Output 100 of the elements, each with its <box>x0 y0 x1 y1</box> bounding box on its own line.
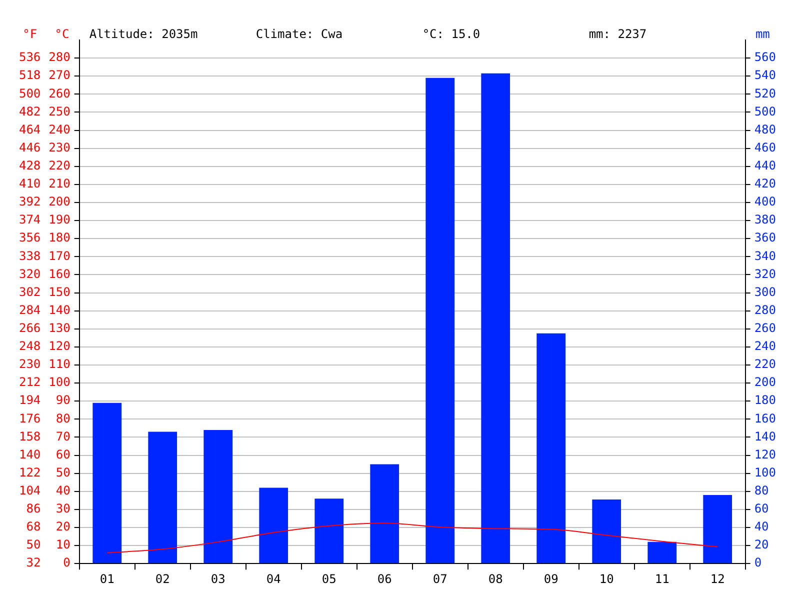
y2-tick-label: 80 <box>754 484 769 498</box>
y-axis-title: °C <box>54 27 70 42</box>
bar <box>426 78 455 564</box>
y3-tick-label: 482 <box>18 104 41 118</box>
y2-tick-label: 0 <box>754 556 762 570</box>
y3-tick-label: 284 <box>18 302 41 317</box>
y-tick-label: 130 <box>48 321 70 336</box>
y2-tick-label: 440 <box>754 158 776 173</box>
y3-tick-label: 248 <box>18 339 41 354</box>
y2-axis-title: mm <box>755 27 770 42</box>
x-tick-label: 12 <box>710 572 725 586</box>
bar <box>314 498 344 564</box>
y-tick-label: 70 <box>56 429 70 444</box>
y-tick-label: 160 <box>48 266 70 281</box>
y2-tick-label: 500 <box>754 104 776 118</box>
y-tick-label: 20 <box>56 520 70 534</box>
y-tick-label: 40 <box>56 484 70 498</box>
y2-tick-label: 60 <box>754 502 769 516</box>
x-tick-label: 02 <box>155 572 170 586</box>
y3-tick-label: 392 <box>18 194 41 209</box>
y2-tick-label: 380 <box>754 212 776 227</box>
x-tick-label: 11 <box>654 572 670 586</box>
y-tick-label: 10 <box>56 538 70 552</box>
y-tick-label: 50 <box>56 465 70 480</box>
y-tick-label: 150 <box>48 284 70 299</box>
y-tick-label: 0 <box>63 556 70 570</box>
x-tick-label: 03 <box>210 572 226 586</box>
annotation: °C: 15.0 <box>422 27 480 42</box>
y-tick-label: 210 <box>48 176 70 191</box>
y3-tick-label: 230 <box>18 357 41 372</box>
y-tick-label: 30 <box>56 502 70 516</box>
y3-tick-label: 518 <box>18 68 41 82</box>
y3-tick-label: 428 <box>18 158 41 173</box>
y3-tick-label: 158 <box>18 429 41 444</box>
y3-tick-label: 356 <box>18 230 41 245</box>
y3-tick-label: 338 <box>18 248 41 263</box>
y3-tick-label: 464 <box>18 122 41 136</box>
y2-tick-label: 340 <box>754 248 776 263</box>
y2-tick-label: 20 <box>754 538 769 552</box>
bar <box>259 488 288 564</box>
y2-tick-label: 140 <box>754 429 776 444</box>
y3-tick-label: 374 <box>18 212 41 227</box>
y2-tick-label: 480 <box>754 122 776 136</box>
y3-tick-label: 50 <box>26 538 41 552</box>
bar <box>92 402 122 564</box>
annotation: Altitude: 2035m <box>89 27 198 42</box>
y3-axis-title: °F <box>22 27 38 42</box>
line-series <box>106 522 718 554</box>
y3-tick-label: 410 <box>18 176 41 191</box>
y2-tick-label: 100 <box>754 465 776 480</box>
y-tick-label: 120 <box>48 339 70 354</box>
bar <box>204 430 233 564</box>
y-tick-label: 260 <box>48 86 70 100</box>
x-tick-label: 08 <box>488 572 503 586</box>
y3-tick-label: 266 <box>18 321 41 336</box>
y-tick-label: 100 <box>48 375 70 390</box>
x-tick-label: 10 <box>599 572 614 586</box>
y2-tick-label: 180 <box>754 393 776 408</box>
x-tick-label: 05 <box>322 572 336 586</box>
y2-tick-label: 320 <box>754 266 776 281</box>
y3-tick-label: 86 <box>26 502 41 516</box>
y-tick-label: 90 <box>56 393 70 408</box>
y3-tick-label: 320 <box>18 266 41 281</box>
y2-tick-label: 560 <box>754 50 776 64</box>
y2-tick-label: 300 <box>754 284 776 299</box>
y2-tick-label: 160 <box>754 411 776 426</box>
y3-tick-label: 536 <box>18 50 41 64</box>
y2-tick-label: 460 <box>754 140 776 154</box>
x-tick-label: 06 <box>377 572 392 586</box>
y-tick-label: 250 <box>48 104 70 118</box>
y3-tick-label: 302 <box>18 284 41 299</box>
y-tick-label: 240 <box>48 122 70 136</box>
y3-tick-label: 194 <box>18 393 41 408</box>
y2-tick-label: 280 <box>754 302 776 317</box>
y3-tick-label: 68 <box>26 520 41 534</box>
y-tick-label: 180 <box>48 230 70 245</box>
y-tick-label: 140 <box>48 302 70 317</box>
bar <box>703 494 732 564</box>
y-tick-label: 110 <box>48 357 70 372</box>
y3-tick-label: 212 <box>18 375 41 390</box>
x-tick-label: 09 <box>544 572 558 586</box>
y3-tick-label: 176 <box>18 411 41 426</box>
y3-tick-label: 122 <box>18 465 41 480</box>
y2-tick-label: 540 <box>754 68 776 82</box>
y2-tick-label: 120 <box>754 447 776 462</box>
y2-tick-label: 240 <box>754 339 776 354</box>
x-tick-label: 04 <box>266 572 281 586</box>
annotation: Climate: Cwa <box>256 27 343 42</box>
y-tick-label: 280 <box>48 50 70 64</box>
y3-tick-label: 446 <box>18 140 41 154</box>
bar <box>148 432 178 564</box>
y-tick-label: 60 <box>56 447 70 462</box>
y-tick-label: 270 <box>48 68 70 82</box>
bar <box>481 73 510 564</box>
y3-tick-label: 140 <box>18 447 41 462</box>
y3-tick-label: 104 <box>18 484 41 498</box>
y2-tick-label: 400 <box>754 194 776 209</box>
y2-tick-label: 520 <box>754 86 776 100</box>
y-tick-label: 170 <box>48 248 70 263</box>
x-tick-label: 01 <box>100 572 114 586</box>
